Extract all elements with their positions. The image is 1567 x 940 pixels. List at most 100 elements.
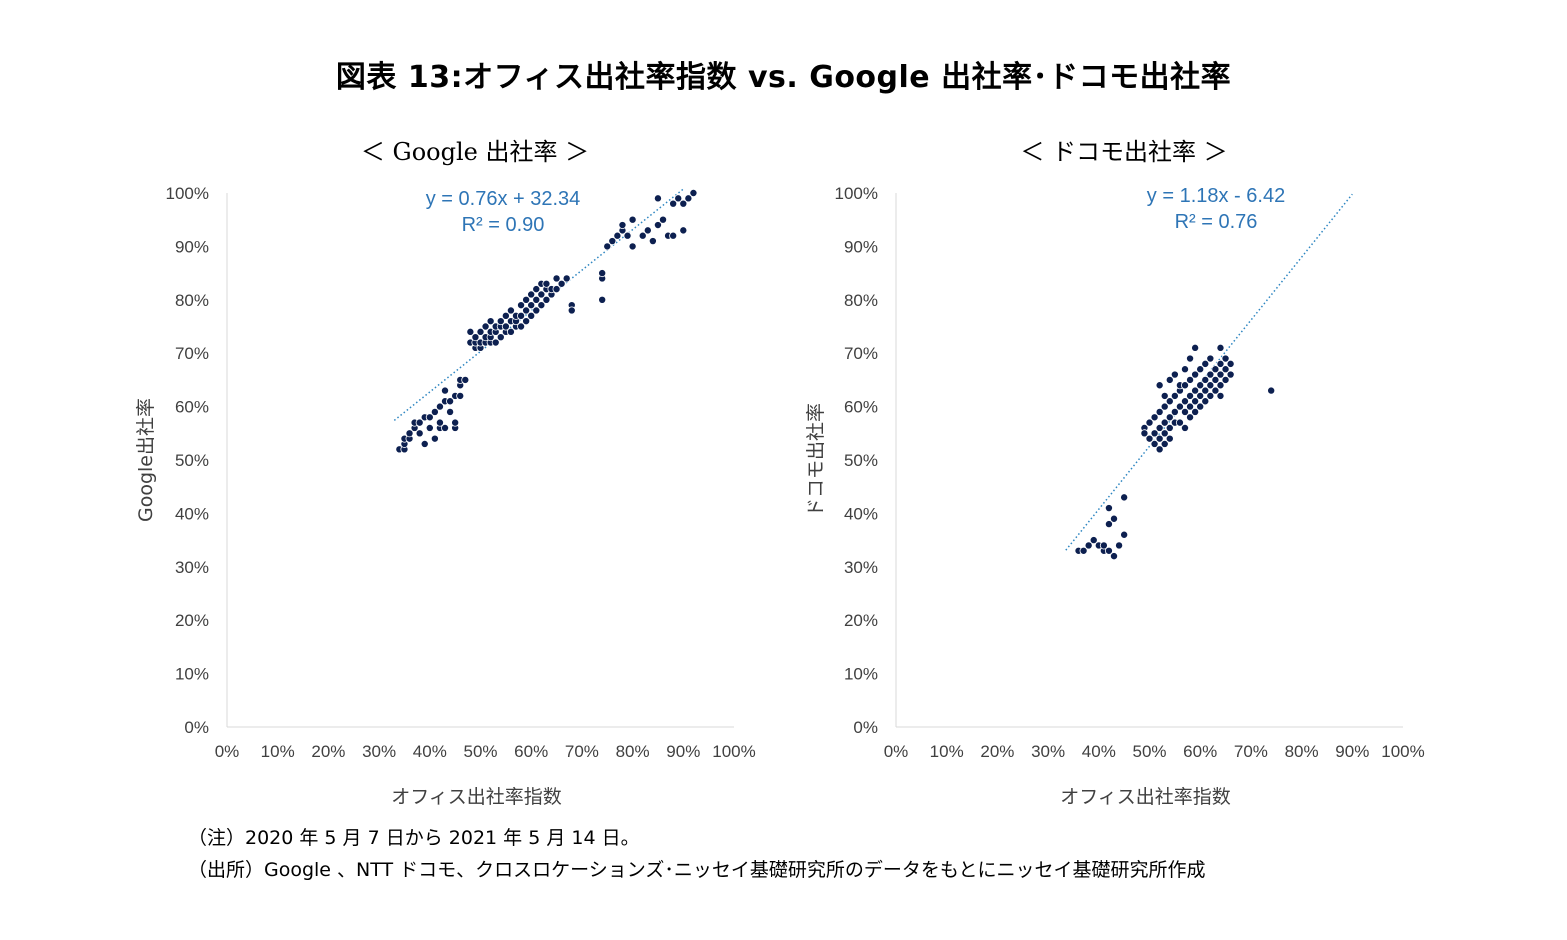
data-point xyxy=(1216,343,1225,352)
x-tick-label: 60% xyxy=(1183,742,1217,761)
data-point xyxy=(1221,365,1230,374)
data-point xyxy=(1186,391,1195,400)
data-point xyxy=(598,295,607,304)
data-point xyxy=(598,269,607,278)
data-point xyxy=(608,237,617,246)
regression-equation: y = 1.18x - 6.42 xyxy=(1147,185,1285,207)
docomo-scatter-chart: ＜ ドコモ出社率 ＞ 0% 10% 20% 30% 40% 50% 60% 70… xyxy=(805,138,1425,808)
data-point xyxy=(628,215,637,224)
data-point xyxy=(1201,386,1210,395)
data-point xyxy=(1155,445,1164,454)
y-tick-label: 10% xyxy=(844,665,878,684)
x-tick-label: 0% xyxy=(215,742,240,761)
y-tick-label: 90% xyxy=(844,237,878,256)
data-point xyxy=(430,434,439,443)
data-point xyxy=(1180,365,1189,374)
data-point xyxy=(461,375,470,384)
y-tick-label: 20% xyxy=(175,611,209,630)
note-source: （出所）Google 、NTT ドコモ、クロスロケーションズ･ニッセイ基礎研究所… xyxy=(188,859,1206,881)
y-tick-label: 60% xyxy=(175,398,209,417)
data-point xyxy=(1170,391,1179,400)
x-tick-label: 20% xyxy=(311,742,345,761)
data-point xyxy=(1079,546,1088,555)
data-point xyxy=(1226,370,1235,379)
data-point xyxy=(425,423,434,432)
data-point xyxy=(1186,354,1195,363)
data-point xyxy=(628,242,637,251)
data-point xyxy=(451,418,460,427)
data-point xyxy=(613,231,622,240)
x-tick-label: 100% xyxy=(1381,742,1424,761)
y-tick-label: 0% xyxy=(853,718,878,737)
data-point xyxy=(1104,520,1113,529)
data-point xyxy=(415,418,424,427)
data-point xyxy=(1104,546,1113,555)
data-point xyxy=(562,274,571,283)
data-point xyxy=(415,429,424,438)
chart-title: ＜ Google 出社率 ＞ xyxy=(361,138,589,166)
data-point xyxy=(471,333,480,342)
data-point xyxy=(1186,402,1195,411)
notes: （注）2020 年 5 月 7 日から 2021 年 5 月 14 日。 （出所… xyxy=(188,822,1206,886)
data-point xyxy=(491,338,500,347)
data-point xyxy=(1211,386,1220,395)
data-point xyxy=(522,306,531,315)
x-tick-label: 70% xyxy=(565,742,599,761)
y-tick-label: 70% xyxy=(175,344,209,363)
data-point xyxy=(557,279,566,288)
x-tick-label: 40% xyxy=(1082,742,1116,761)
x-tick-label: 60% xyxy=(514,742,548,761)
data-point xyxy=(466,327,475,336)
x-tick-label: 10% xyxy=(930,742,964,761)
data-point xyxy=(1145,418,1154,427)
data-point xyxy=(1170,407,1179,416)
data-point xyxy=(1267,386,1276,395)
data-point xyxy=(1180,381,1189,390)
data-point xyxy=(1196,391,1205,400)
x-tick-labels: 0% 10% 20% 30% 40% 50% 60% 70% 80% 90% 1… xyxy=(215,742,756,761)
data-point xyxy=(1160,402,1169,411)
data-point xyxy=(496,317,505,326)
data-point xyxy=(1110,552,1119,561)
data-point xyxy=(1180,423,1189,432)
y-tick-label: 70% xyxy=(844,344,878,363)
y-tick-label: 0% xyxy=(184,718,209,737)
x-tick-label: 50% xyxy=(1132,742,1166,761)
data-point xyxy=(517,322,526,331)
data-point xyxy=(522,317,531,326)
data-point xyxy=(1165,375,1174,384)
data-point xyxy=(623,231,632,240)
data-point xyxy=(532,285,541,294)
data-point xyxy=(1206,354,1215,363)
data-point xyxy=(669,199,678,208)
data-point xyxy=(435,402,444,411)
x-tick-labels: 0% 10% 20% 30% 40% 50% 60% 70% 80% 90% 1… xyxy=(884,742,1425,761)
data-point xyxy=(1211,375,1220,384)
data-point xyxy=(420,439,429,448)
data-point xyxy=(522,295,531,304)
data-point xyxy=(1155,423,1164,432)
y-tick-labels: 0% 10% 20% 30% 40% 50% 60% 70% 80% 90% 1… xyxy=(835,184,878,737)
data-point xyxy=(653,194,662,203)
data-point xyxy=(405,429,414,438)
data-point xyxy=(446,407,455,416)
y-tick-label: 80% xyxy=(844,291,878,310)
data-point xyxy=(1160,418,1169,427)
data-point xyxy=(527,311,536,320)
data-point xyxy=(1216,359,1225,368)
data-point xyxy=(1150,413,1159,422)
y-tick-label: 50% xyxy=(175,451,209,470)
data-point xyxy=(435,418,444,427)
data-point xyxy=(425,413,434,422)
y-tick-label: 50% xyxy=(844,451,878,470)
data-point xyxy=(486,317,495,326)
y-tick-label: 100% xyxy=(835,184,878,203)
data-point xyxy=(1165,397,1174,406)
data-point xyxy=(1160,391,1169,400)
data-point xyxy=(1165,423,1174,432)
data-point xyxy=(542,279,551,288)
data-point xyxy=(679,226,688,235)
data-point xyxy=(684,194,693,203)
data-point xyxy=(532,306,541,315)
data-point xyxy=(1175,402,1184,411)
